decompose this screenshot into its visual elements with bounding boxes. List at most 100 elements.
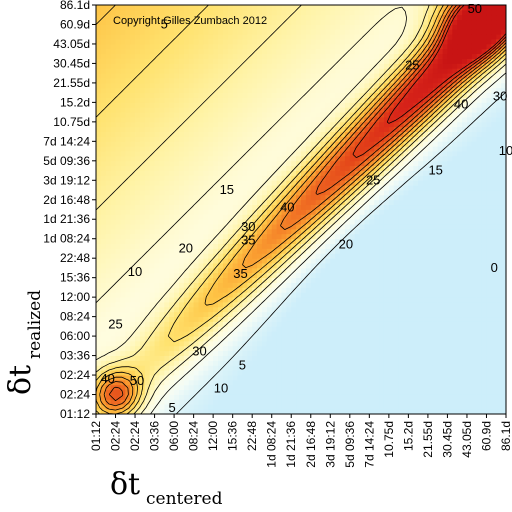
heatmap-cell bbox=[100, 87, 107, 94]
heatmap-cell bbox=[193, 9, 199, 16]
heatmap-cell bbox=[296, 78, 302, 84]
heatmap-cell bbox=[110, 292, 116, 298]
heatmap-cell bbox=[164, 126, 170, 132]
heatmap-cell bbox=[305, 267, 312, 274]
heatmap-cell bbox=[315, 190, 321, 196]
heatmap-cell bbox=[208, 243, 214, 249]
heatmap-cell bbox=[261, 121, 268, 128]
heatmap-cell bbox=[178, 160, 185, 167]
heatmap-cell bbox=[213, 24, 219, 30]
heatmap-cell bbox=[252, 97, 258, 103]
heatmap-cell bbox=[315, 267, 321, 274]
heatmap-cell bbox=[222, 277, 229, 283]
heatmap-cell bbox=[296, 180, 302, 186]
heatmap-cell bbox=[281, 14, 287, 21]
heatmap-cell bbox=[227, 379, 234, 386]
heatmap-cell bbox=[100, 180, 107, 186]
heatmap-cell bbox=[301, 311, 307, 318]
heatmap-cell bbox=[261, 297, 268, 303]
heatmap-cell bbox=[125, 151, 131, 157]
heatmap-cell bbox=[281, 326, 287, 332]
heatmap-cell bbox=[208, 219, 214, 225]
heatmap-cell bbox=[100, 126, 107, 132]
heatmap-cell bbox=[96, 180, 102, 186]
heatmap-cell bbox=[115, 409, 121, 415]
heatmap-cell bbox=[310, 404, 317, 410]
heatmap-cell bbox=[291, 180, 297, 186]
heatmap-cell bbox=[242, 297, 248, 303]
heatmap-cell bbox=[335, 389, 341, 395]
heatmap-cell bbox=[276, 384, 282, 391]
heatmap-cell bbox=[154, 29, 160, 35]
heatmap-cell bbox=[359, 78, 365, 84]
heatmap-cell bbox=[315, 116, 321, 123]
heatmap-cell bbox=[120, 350, 126, 356]
heatmap-cell bbox=[305, 340, 312, 347]
heatmap-cell bbox=[96, 365, 102, 371]
heatmap-cell bbox=[340, 365, 346, 371]
heatmap-cell bbox=[296, 121, 302, 128]
heatmap-cell bbox=[193, 233, 199, 240]
heatmap-cell bbox=[213, 394, 219, 400]
heatmap-cell bbox=[227, 321, 234, 327]
heatmap-cell bbox=[135, 199, 141, 206]
heatmap-cell bbox=[335, 14, 341, 21]
heatmap-cell bbox=[242, 404, 248, 410]
heatmap-cell bbox=[349, 97, 356, 103]
heatmap-cell bbox=[271, 97, 277, 103]
heatmap-cell bbox=[208, 199, 214, 206]
heatmap-cell bbox=[369, 350, 375, 356]
heatmap-cell bbox=[213, 292, 219, 298]
heatmap-cell bbox=[213, 389, 219, 395]
heatmap-cell bbox=[261, 204, 268, 210]
heatmap-cell bbox=[247, 116, 253, 123]
heatmap-cell bbox=[105, 311, 112, 318]
heatmap-cell bbox=[257, 5, 263, 11]
heatmap-cell bbox=[208, 238, 214, 244]
heatmap-cell bbox=[218, 126, 224, 132]
heatmap-cell bbox=[144, 48, 151, 55]
heatmap-cell bbox=[135, 209, 141, 215]
heatmap-cell bbox=[149, 311, 155, 318]
heatmap-cell bbox=[354, 190, 360, 196]
heatmap-cell bbox=[188, 151, 195, 157]
heatmap-cell bbox=[301, 277, 307, 283]
heatmap-cell bbox=[135, 131, 141, 137]
heatmap-cell bbox=[349, 73, 356, 79]
heatmap-cell bbox=[301, 48, 307, 55]
heatmap-cell bbox=[301, 233, 307, 240]
heatmap-cell bbox=[203, 228, 209, 235]
heatmap-cell bbox=[183, 126, 190, 132]
heatmap-cell bbox=[276, 375, 282, 381]
heatmap-cell bbox=[286, 155, 292, 162]
heatmap-cell bbox=[144, 43, 151, 50]
heatmap-cell bbox=[174, 5, 180, 11]
heatmap-cell bbox=[252, 321, 258, 327]
heatmap-cell bbox=[266, 316, 273, 322]
heatmap-cell bbox=[301, 78, 307, 84]
heatmap-cell bbox=[379, 321, 385, 327]
heatmap-cell bbox=[266, 92, 273, 98]
heatmap-cell bbox=[120, 282, 126, 288]
heatmap-cell bbox=[174, 404, 180, 410]
heatmap-cell bbox=[188, 92, 195, 98]
heatmap-cell bbox=[222, 107, 229, 113]
heatmap-cell bbox=[154, 243, 160, 249]
heatmap-cell bbox=[340, 267, 346, 274]
heatmap-cell bbox=[125, 141, 131, 147]
heatmap-cell bbox=[169, 194, 175, 201]
heatmap-cell bbox=[115, 160, 121, 167]
heatmap-cell bbox=[247, 233, 253, 240]
heatmap-cell bbox=[208, 340, 214, 347]
heatmap-cell bbox=[237, 78, 243, 84]
heatmap-cell bbox=[349, 146, 356, 152]
heatmap-cell bbox=[252, 63, 258, 69]
heatmap-cell bbox=[276, 190, 282, 196]
heatmap-cell bbox=[247, 228, 253, 235]
heatmap-cell bbox=[125, 297, 131, 303]
heatmap-cell bbox=[242, 136, 248, 142]
heatmap-cell bbox=[354, 58, 360, 64]
heatmap-cell bbox=[227, 272, 234, 279]
heatmap-cell bbox=[96, 141, 102, 147]
